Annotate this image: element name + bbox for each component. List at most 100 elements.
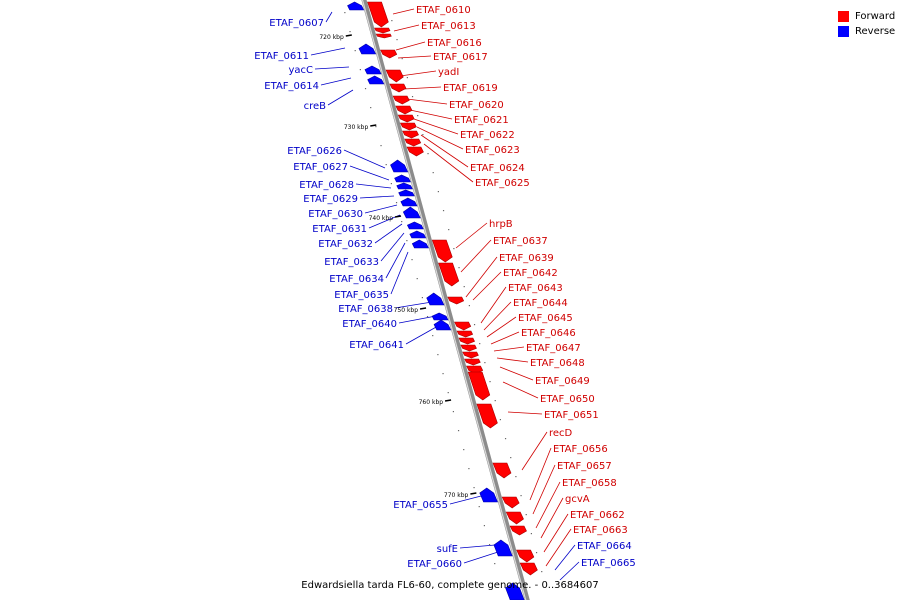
reverse-gene-label-creb[interactable]: creB xyxy=(304,101,327,112)
gene-feature-arrow[interactable] xyxy=(464,358,481,366)
gene-feature-arrow[interactable] xyxy=(358,43,377,55)
forward-gene-label-etaf-0647[interactable]: ETAF_0647 xyxy=(526,343,581,354)
gene-feature-arrow[interactable] xyxy=(447,296,465,305)
forward-gene-label-etaf-0651[interactable]: ETAF_0651 xyxy=(544,410,599,421)
reverse-gene-label-etaf-0607[interactable]: ETAF_0607 xyxy=(269,18,324,29)
forward-gene-label-etaf-0643[interactable]: ETAF_0643 xyxy=(508,283,563,294)
forward-gene-label-etaf-0662[interactable]: ETAF_0662 xyxy=(570,510,625,521)
forward-gene-label-etaf-0639[interactable]: ETAF_0639 xyxy=(499,253,554,264)
gene-feature-arrow[interactable] xyxy=(409,230,427,239)
gene-feature-arrow[interactable] xyxy=(411,239,429,249)
forward-gene-label-recd[interactable]: recD xyxy=(549,428,573,439)
gene-feature-arrow[interactable] xyxy=(519,562,538,576)
reverse-gene-label-etaf-0630[interactable]: ETAF_0630 xyxy=(308,209,363,220)
gene-feature-arrow[interactable] xyxy=(364,65,382,75)
gene-feature-arrow[interactable] xyxy=(516,549,535,563)
reverse-gene-label-yacc[interactable]: yacC xyxy=(288,65,313,76)
gene-feature-arrow[interactable] xyxy=(476,403,498,429)
forward-gene-label-etaf-0616[interactable]: ETAF_0616 xyxy=(427,38,482,49)
reverse-gene-label-etaf-0640[interactable]: ETAF_0640 xyxy=(342,319,397,330)
reverse-gene-label-sufe[interactable]: sufE xyxy=(437,544,458,555)
forward-gene-label-etaf-0646[interactable]: ETAF_0646 xyxy=(521,328,576,339)
forward-gene-label-etaf-0650[interactable]: ETAF_0650 xyxy=(540,394,595,405)
gene-feature-arrow[interactable] xyxy=(347,1,365,11)
gene-feature-arrow[interactable] xyxy=(402,206,421,219)
forward-gene-label-etaf-0621[interactable]: ETAF_0621 xyxy=(454,115,509,126)
reverse-gene-label-etaf-0611[interactable]: ETAF_0611 xyxy=(254,51,309,62)
forward-gene-label-etaf-0625[interactable]: ETAF_0625 xyxy=(475,178,530,189)
gene-feature-arrow[interactable] xyxy=(454,321,472,331)
reverse-gene-label-etaf-0614[interactable]: ETAF_0614 xyxy=(264,81,319,92)
gene-feature-arrow[interactable] xyxy=(398,189,415,197)
gene-feature-arrow[interactable] xyxy=(397,114,415,123)
reverse-gene-label-etaf-0660[interactable]: ETAF_0660 xyxy=(407,559,462,570)
gene-feature-arrow[interactable] xyxy=(375,33,392,39)
gene-feature-arrow[interactable] xyxy=(404,138,422,147)
gene-feature-arrow[interactable] xyxy=(431,312,449,321)
gene-feature-arrow[interactable] xyxy=(460,344,477,352)
gene-feature-arrow[interactable] xyxy=(406,146,424,157)
gene-feature-arrow[interactable] xyxy=(479,487,498,503)
gene-feature-arrow[interactable] xyxy=(400,197,418,207)
gene-feature-arrow[interactable] xyxy=(396,182,413,190)
reverse-gene-label-etaf-0664[interactable]: ETAF_0664 xyxy=(577,541,632,552)
gene-feature-arrow[interactable] xyxy=(402,130,419,139)
gene-feature-arrow[interactable] xyxy=(374,27,391,34)
gene-feature-arrow[interactable] xyxy=(501,496,520,509)
forward-gene-label-etaf-0663[interactable]: ETAF_0663 xyxy=(573,525,628,536)
forward-gene-label-etaf-0622[interactable]: ETAF_0622 xyxy=(460,130,515,141)
reverse-gene-label-etaf-0655[interactable]: ETAF_0655 xyxy=(393,500,448,511)
gene-feature-arrow[interactable] xyxy=(505,511,524,525)
forward-gene-label-etaf-0620[interactable]: ETAF_0620 xyxy=(449,100,504,111)
reverse-gene-label-etaf-0631[interactable]: ETAF_0631 xyxy=(312,224,367,235)
gene-feature-arrow[interactable] xyxy=(380,49,398,59)
forward-gene-label-yadi[interactable]: yadI xyxy=(438,67,459,78)
reverse-gene-label-etaf-0633[interactable]: ETAF_0633 xyxy=(324,257,379,268)
forward-gene-label-gcva[interactable]: gcvA xyxy=(565,494,590,505)
forward-gene-label-hrpb[interactable]: hrpB xyxy=(489,219,513,230)
reverse-gene-label-etaf-0665[interactable]: ETAF_0665 xyxy=(581,558,636,569)
gene-feature-arrow[interactable] xyxy=(493,539,513,557)
forward-gene-label-etaf-0624[interactable]: ETAF_0624 xyxy=(470,163,525,174)
forward-gene-label-etaf-0657[interactable]: ETAF_0657 xyxy=(557,461,612,472)
reverse-gene-label-etaf-0634[interactable]: ETAF_0634 xyxy=(329,274,384,285)
forward-gene-label-etaf-0642[interactable]: ETAF_0642 xyxy=(503,268,558,279)
forward-gene-label-etaf-0619[interactable]: ETAF_0619 xyxy=(443,83,498,94)
forward-gene-label-etaf-0645[interactable]: ETAF_0645 xyxy=(518,313,573,324)
reverse-gene-label-etaf-0632[interactable]: ETAF_0632 xyxy=(318,239,373,250)
forward-gene-label-etaf-0613[interactable]: ETAF_0613 xyxy=(421,21,476,32)
gene-feature-arrow[interactable] xyxy=(456,330,474,338)
reverse-gene-label-etaf-0628[interactable]: ETAF_0628 xyxy=(299,180,354,191)
gene-feature-arrow[interactable] xyxy=(390,159,409,173)
forward-gene-label-etaf-0617[interactable]: ETAF_0617 xyxy=(433,52,488,63)
gene-feature-arrow[interactable] xyxy=(395,105,413,115)
forward-gene-label-etaf-0610[interactable]: ETAF_0610 xyxy=(416,5,471,16)
forward-gene-label-etaf-0644[interactable]: ETAF_0644 xyxy=(513,298,568,309)
gene-feature-arrow[interactable] xyxy=(394,174,411,183)
gene-feature-arrow[interactable] xyxy=(426,292,445,306)
gene-feature-arrow[interactable] xyxy=(389,83,407,93)
gene-feature-arrow[interactable] xyxy=(505,582,525,600)
gene-feature-arrow[interactable] xyxy=(399,122,417,131)
forward-gene-label-etaf-0649[interactable]: ETAF_0649 xyxy=(535,376,590,387)
gene-feature-arrow[interactable] xyxy=(367,75,385,85)
gene-feature-arrow[interactable] xyxy=(462,351,479,359)
reverse-gene-label-etaf-0635[interactable]: ETAF_0635 xyxy=(334,290,389,301)
reverse-gene-label-etaf-0626[interactable]: ETAF_0626 xyxy=(287,146,342,157)
gene-feature-arrow[interactable] xyxy=(431,239,453,263)
gene-feature-arrow[interactable] xyxy=(406,221,424,230)
forward-gene-label-etaf-0656[interactable]: ETAF_0656 xyxy=(553,444,608,455)
forward-gene-label-etaf-0623[interactable]: ETAF_0623 xyxy=(465,145,520,156)
gene-feature-arrow[interactable] xyxy=(367,1,389,28)
forward-gene-label-etaf-0658[interactable]: ETAF_0658 xyxy=(562,478,617,489)
reverse-gene-label-etaf-0641[interactable]: ETAF_0641 xyxy=(349,340,404,351)
forward-gene-label-etaf-0648[interactable]: ETAF_0648 xyxy=(530,358,585,369)
reverse-gene-label-etaf-0638[interactable]: ETAF_0638 xyxy=(338,304,393,315)
reverse-gene-label-etaf-0629[interactable]: ETAF_0629 xyxy=(303,194,358,205)
gene-feature-arrow[interactable] xyxy=(509,525,527,536)
gene-feature-arrow[interactable] xyxy=(492,462,512,479)
gene-feature-arrow[interactable] xyxy=(392,95,410,105)
gene-feature-arrow[interactable] xyxy=(467,371,491,401)
gene-feature-arrow[interactable] xyxy=(385,69,404,83)
gene-feature-arrow[interactable] xyxy=(458,337,475,345)
